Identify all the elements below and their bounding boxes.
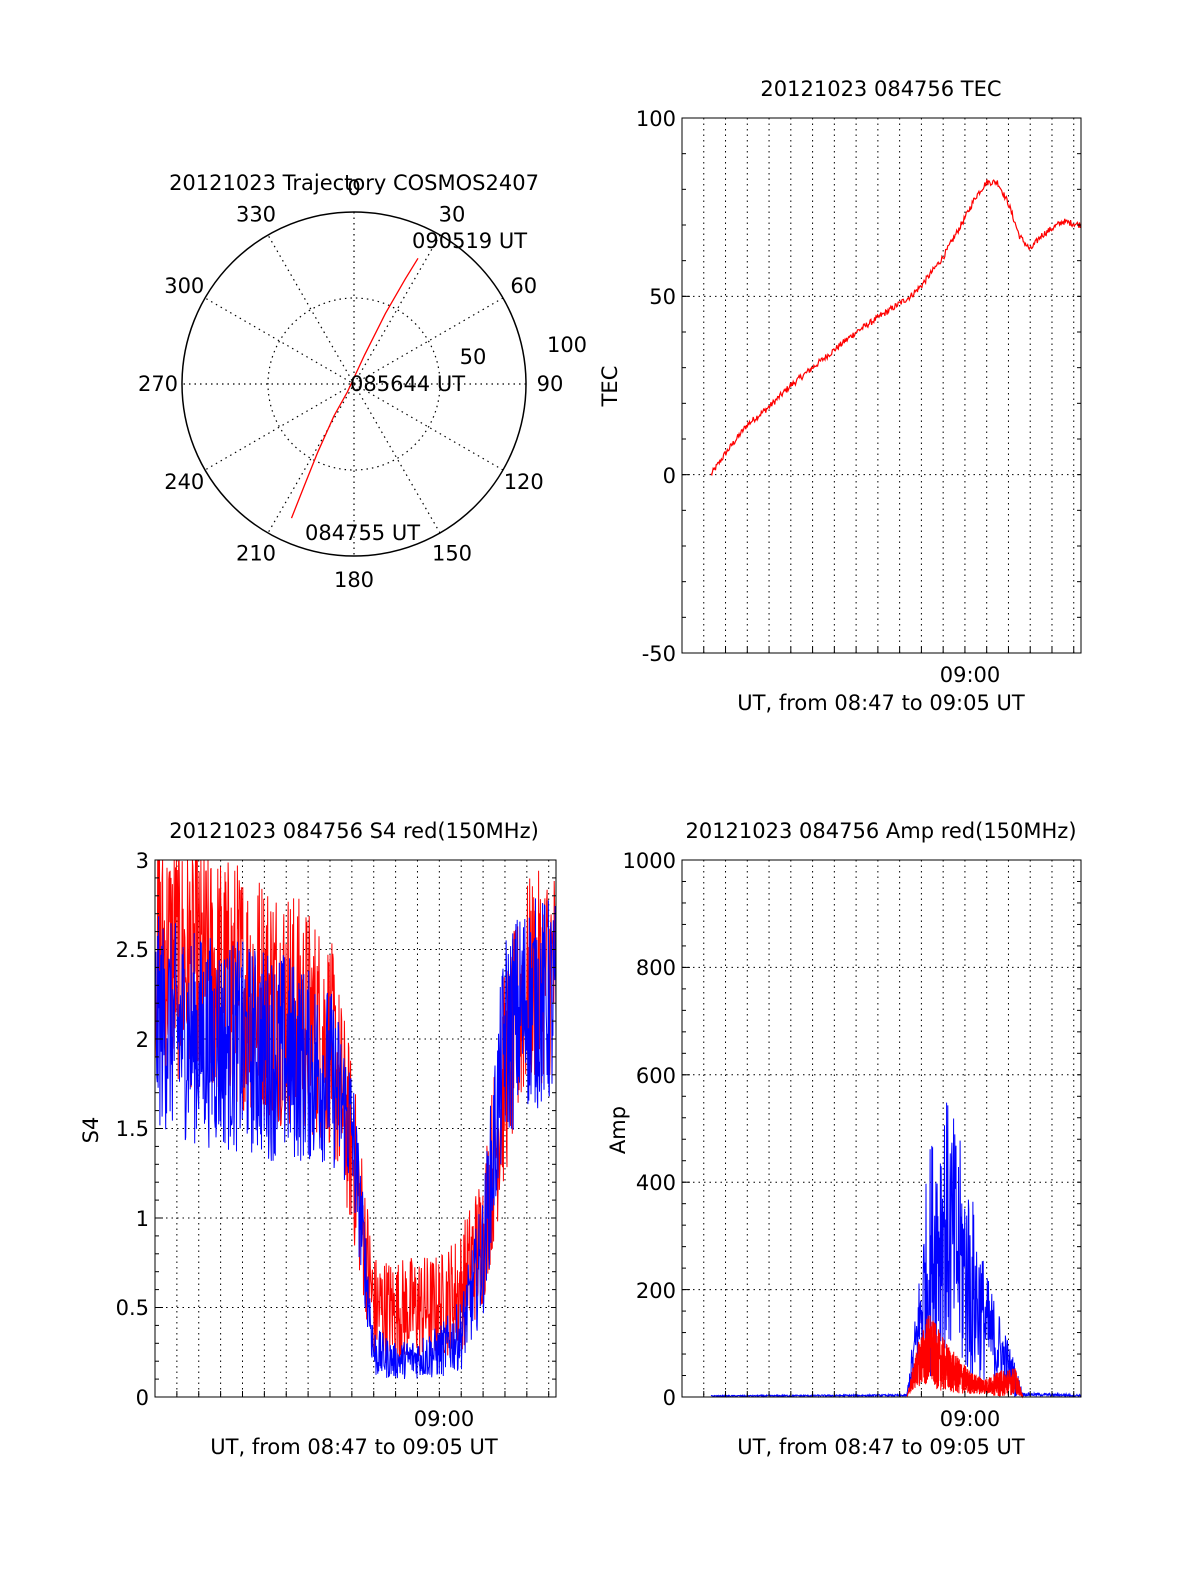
polar-angle-label: 0 <box>347 176 360 200</box>
tec-series <box>710 179 1082 477</box>
tec-plot: 20121023 084756 TEC 100 50 0 -50 09:00 U… <box>598 77 1082 715</box>
polar-series <box>290 257 419 519</box>
polar-angle-label: 150 <box>432 542 472 566</box>
s4-series <box>154 859 557 1380</box>
s4-xtick-0900: 09:00 <box>414 1407 475 1431</box>
polar-angle-labels: 0 30 60 90 120 150 180 210 240 270 300 330 <box>138 176 563 592</box>
amp-series <box>710 1102 1082 1399</box>
series-line-blue <box>154 898 557 1380</box>
series-line-blue <box>710 1102 1082 1399</box>
s4-ytick-0: 0 <box>136 1386 149 1410</box>
tec-frame <box>681 117 1082 654</box>
polar-angle-label: 300 <box>164 274 204 298</box>
polar-angle-label: 90 <box>537 372 564 396</box>
polar-trajectory-line <box>290 257 419 519</box>
amp-grid <box>681 859 1081 1398</box>
polar-angle-label: 30 <box>439 202 466 226</box>
polar-grid <box>182 212 526 556</box>
polar-annotation-mid: 085644 UT <box>350 372 465 396</box>
tec-ytick-minus50: -50 <box>642 642 676 666</box>
tec-grid <box>681 117 1081 654</box>
polar-angle-label: 270 <box>138 372 178 396</box>
polar-angle-label: 210 <box>236 542 276 566</box>
amp-ytick-200: 200 <box>636 1279 676 1303</box>
tec-ticks <box>681 117 1081 654</box>
s4-ytick-2-5: 2.5 <box>116 938 149 962</box>
polar-angle-label: 60 <box>510 274 537 298</box>
polar-angle-label: 180 <box>334 568 374 592</box>
tec-ytick-100: 100 <box>636 107 676 131</box>
polar-trajectory-plot: 20121023 Trajectory COSMOS2407 0 30 60 90 12… <box>138 171 587 592</box>
polar-grid-spoke <box>267 234 441 534</box>
amp-xlabel: UT, from 08:47 to 09:05 UT <box>737 1435 1025 1459</box>
polar-title: 20121023 Trajectory COSMOS2407 <box>169 171 539 195</box>
amp-ytick-800: 800 <box>636 956 676 980</box>
s4-plot: 20121023 084756 S4 red(150MHz) 3 2.5 2 1… <box>79 819 557 1459</box>
polar-annotation-start: 084755 UT <box>305 521 420 545</box>
amp-plot: 20121023 084756 Amp red(150MHz) 1000 800… <box>606 819 1082 1459</box>
polar-outer-ring <box>181 211 527 557</box>
series-line-red <box>906 1315 1024 1399</box>
s4-ytick-3: 3 <box>136 849 149 873</box>
tec-ylabel: TEC <box>598 366 622 408</box>
s4-ytick-1-5: 1.5 <box>116 1117 149 1141</box>
tec-xtick-0900: 09:00 <box>940 663 1001 687</box>
s4-title: 20121023 084756 S4 red(150MHz) <box>169 819 539 843</box>
amp-ylabel: Amp <box>606 1106 630 1154</box>
polar-angle-label: 120 <box>504 470 544 494</box>
tec-xlabel: UT, from 08:47 to 09:05 UT <box>737 691 1025 715</box>
polar-radius-label-100: 100 <box>547 333 587 357</box>
polar-angle-label: 330 <box>236 202 276 226</box>
amp-ytick-0: 0 <box>663 1386 676 1410</box>
polar-annotation-end: 090519 UT <box>412 229 527 253</box>
polar-angle-label: 240 <box>164 470 204 494</box>
tec-title: 20121023 084756 TEC <box>760 77 1001 101</box>
s4-ytick-2: 2 <box>136 1028 149 1052</box>
s4-ticks <box>154 859 556 1398</box>
amp-frame <box>681 859 1082 1398</box>
series-line-red <box>710 179 1082 477</box>
s4-xlabel: UT, from 08:47 to 09:05 UT <box>210 1435 498 1459</box>
s4-ytick-1: 1 <box>136 1207 149 1231</box>
amp-xtick-0900: 09:00 <box>940 1407 1001 1431</box>
amp-ticks <box>681 859 1081 1398</box>
amp-title: 20121023 084756 Amp red(150MHz) <box>685 819 1076 843</box>
polar-radius-label-50: 50 <box>460 345 487 369</box>
amp-ytick-400: 400 <box>636 1171 676 1195</box>
amp-ytick-600: 600 <box>636 1064 676 1088</box>
s4-ylabel: S4 <box>79 1117 103 1144</box>
polar-grid-ring-50 <box>267 297 441 471</box>
tec-ytick-0: 0 <box>663 464 676 488</box>
s4-ytick-0-5: 0.5 <box>116 1296 149 1320</box>
tec-ytick-50: 50 <box>649 285 676 309</box>
amp-ytick-1000: 1000 <box>623 849 676 873</box>
